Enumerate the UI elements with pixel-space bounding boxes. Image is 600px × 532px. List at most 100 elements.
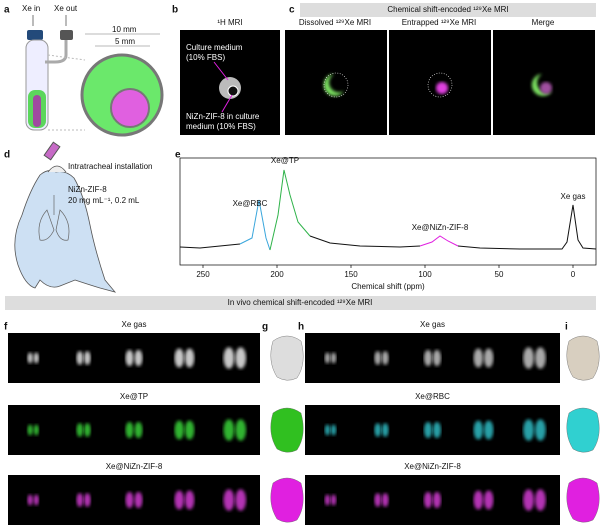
lung-lobe: [33, 424, 39, 436]
lung-lobe: [483, 420, 494, 440]
outline: [427, 72, 453, 98]
panel-letter: e: [175, 150, 181, 161]
header-bar: [5, 296, 596, 310]
lung-lobe: [33, 352, 39, 364]
3d-lung: [566, 477, 600, 523]
panel-letter: i: [565, 322, 568, 333]
spectrum: [457, 204, 597, 250]
panel-letter: a: [4, 5, 10, 16]
lung-lobe: [134, 349, 143, 367]
header: In vivo chemical shift-encoded ¹²⁹Xe MRI: [228, 298, 373, 307]
panel-letter: b: [172, 5, 178, 16]
lung-lobe: [374, 493, 382, 507]
lung-lobe: [523, 419, 535, 441]
tick-label: 150: [344, 270, 358, 279]
lung-lobe: [125, 491, 134, 509]
lung-lobe: [330, 494, 337, 506]
lung-lobe: [76, 351, 84, 365]
row-label: Xe gas: [122, 320, 147, 329]
mri-image: [285, 30, 387, 135]
magenta-core: [436, 82, 448, 94]
lung-lobe: [223, 419, 235, 441]
lung-lobe: [223, 489, 235, 511]
tick-label: 0: [571, 270, 576, 279]
outline: [323, 72, 349, 98]
label: 20 mg mL⁻¹, 0.2 mL: [68, 196, 140, 205]
lung-lobe: [523, 489, 535, 511]
lung-lobe: [432, 421, 442, 439]
3d-lung: [566, 335, 600, 381]
panel-a: a Xe in Xe out 10 mm 5 mm: [4, 4, 164, 137]
panel-c: c Chemical shift-encoded ¹²⁹Xe MRI Disso…: [285, 3, 596, 135]
tick-label: 250: [196, 270, 210, 279]
lung-lobe: [324, 424, 331, 436]
panel-letter: g: [262, 322, 268, 333]
mri-strip: [305, 405, 560, 455]
lung-lobe: [184, 420, 195, 440]
3d-lung: [270, 407, 304, 453]
row-label: Xe gas: [420, 320, 445, 329]
lung-lobe: [33, 494, 39, 506]
label: Xe in: [22, 4, 40, 13]
lung-lobe: [134, 491, 143, 509]
lung-lobe: [423, 349, 433, 367]
spectrum: [309, 235, 421, 248]
panel-letter: d: [4, 150, 10, 161]
mri-strip: [305, 475, 560, 525]
lung-lobe: [174, 490, 184, 510]
pointer: [213, 61, 229, 81]
image-title: Merge: [532, 18, 555, 27]
lung-lobe: [473, 420, 484, 440]
lung-lobe: [534, 347, 546, 369]
3d-lung: [270, 477, 304, 523]
label: Xe out: [54, 4, 78, 13]
lung-lobe: [223, 347, 235, 369]
lung-lobe: [27, 494, 33, 506]
lung-lobe: [235, 347, 247, 369]
lung-lobe: [76, 493, 84, 507]
header-bar: [300, 3, 596, 17]
lung-lobe: [324, 494, 331, 506]
tube-out: [45, 40, 68, 64]
3d-lung: [270, 335, 304, 381]
panel-e: e Xe@TP Xe@RBC Xe@NiZn-ZIF-8 Xe gas 250 2…: [175, 150, 597, 291]
lung-lobe: [473, 348, 484, 368]
lung-lobe: [423, 421, 433, 439]
lung-lobe: [27, 352, 33, 364]
lung-lobe: [174, 348, 184, 368]
spectrum: [179, 243, 241, 249]
pointer: [221, 94, 233, 113]
lung-lobe: [534, 419, 546, 441]
lung-lobe: [473, 490, 484, 510]
lung-lobe: [235, 489, 247, 511]
lung-lobe: [134, 421, 143, 439]
row-label: Xe@TP: [120, 392, 148, 401]
mri-strip: [305, 333, 560, 383]
mouse-head: [47, 165, 67, 173]
peak-label: Xe@RBC: [233, 199, 268, 208]
tick-label: 50: [495, 270, 504, 279]
spectrum-rbc: [239, 199, 271, 251]
lung-lobe: [83, 423, 91, 437]
lung-lobe: [534, 489, 546, 511]
lung-lobe: [483, 490, 494, 510]
label: (10% FBS): [186, 53, 225, 62]
lung-lobe: [76, 423, 84, 437]
dim-label: 5 mm: [115, 37, 135, 46]
panel-letter: h: [298, 322, 304, 333]
row-label: Xe@RBC: [415, 392, 450, 401]
peak-label: Xe@TP: [271, 156, 299, 165]
panel-d: d Intratracheal installation NiZn-ZIF-8 …: [4, 141, 153, 293]
lung-lobe: [235, 419, 247, 441]
3d-lung: [566, 407, 600, 453]
peak-label: Xe@NiZn-ZIF-8: [412, 223, 469, 232]
lung-lobe: [381, 493, 389, 507]
lung-lobe: [184, 348, 195, 368]
lung-lobe: [381, 423, 389, 437]
lung-lobe: [523, 347, 535, 369]
lung-lobe: [483, 348, 494, 368]
lung-lobe: [330, 352, 337, 364]
lungs: [38, 209, 70, 241]
tick-label: 200: [270, 270, 284, 279]
